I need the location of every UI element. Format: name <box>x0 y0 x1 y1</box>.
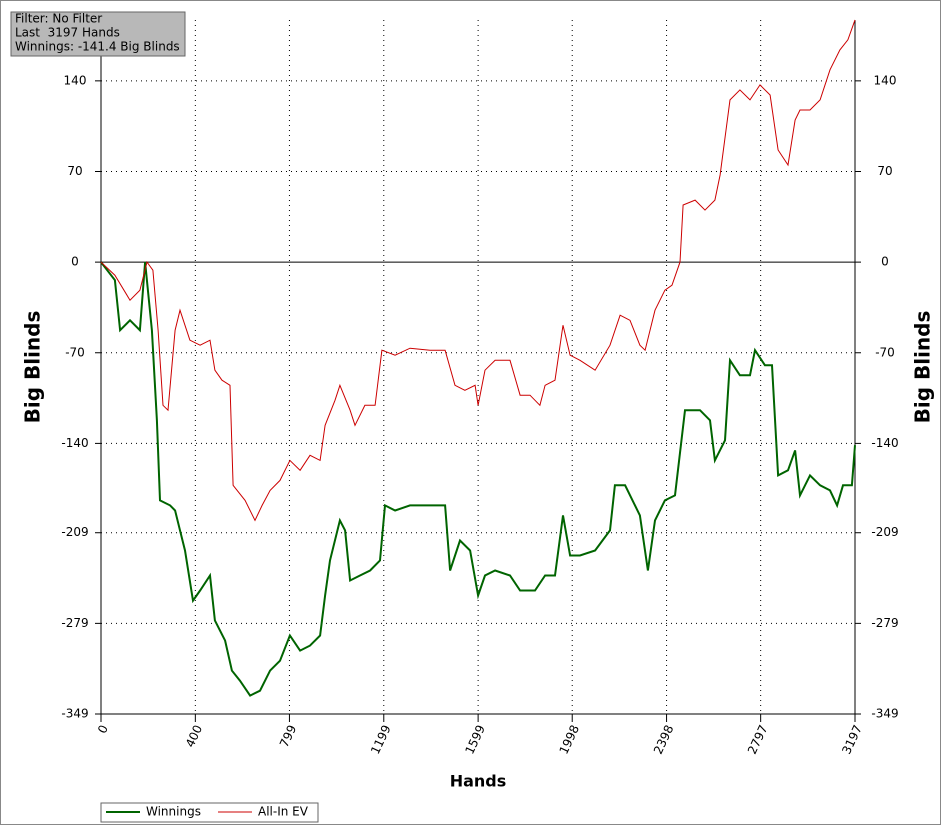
info-line: Filter: No Filter <box>15 12 102 26</box>
y2-tick-label: -349 <box>871 707 898 721</box>
series-line <box>100 19 856 522</box>
y2-tick-label: 0 <box>881 255 889 269</box>
y2-tick-label: -70 <box>875 345 895 359</box>
y-tick-label: -209 <box>61 525 88 539</box>
x-axis-title: Hands <box>450 772 507 791</box>
y-tick-label: 140 <box>64 73 87 87</box>
y2-tick-label: 70 <box>877 164 892 178</box>
y2-tick-label: 140 <box>874 73 897 87</box>
y2-axis-title: Big Blinds <box>911 311 935 424</box>
info-line: Last 3197 Hands <box>15 26 120 40</box>
y-tick-label: -349 <box>61 707 88 721</box>
y-tick-label: 70 <box>67 164 82 178</box>
y2-tick-label: -279 <box>871 616 898 630</box>
y-tick-label: -279 <box>61 616 88 630</box>
y-tick-label: -140 <box>61 436 88 450</box>
y-tick-label: 0 <box>71 255 79 269</box>
y2-tick-label: -209 <box>871 525 898 539</box>
plot-area <box>95 19 861 722</box>
y-tick-label: -70 <box>65 345 85 359</box>
info-line: Winnings: -141.4 Big Blinds <box>15 40 180 54</box>
legend: Winnings All-In EV <box>100 802 319 823</box>
y-axis-title: Big Blinds <box>21 311 45 424</box>
legend-label: All-In EV <box>258 805 309 819</box>
legend-box <box>100 802 319 823</box>
info-box: Filter: No Filter Last 3197 Hands Winnin… <box>10 11 186 57</box>
info-box-bg <box>10 11 186 57</box>
y2-tick-label: -140 <box>871 436 898 450</box>
legend-label: Winnings <box>146 805 201 819</box>
series-line <box>100 261 856 697</box>
